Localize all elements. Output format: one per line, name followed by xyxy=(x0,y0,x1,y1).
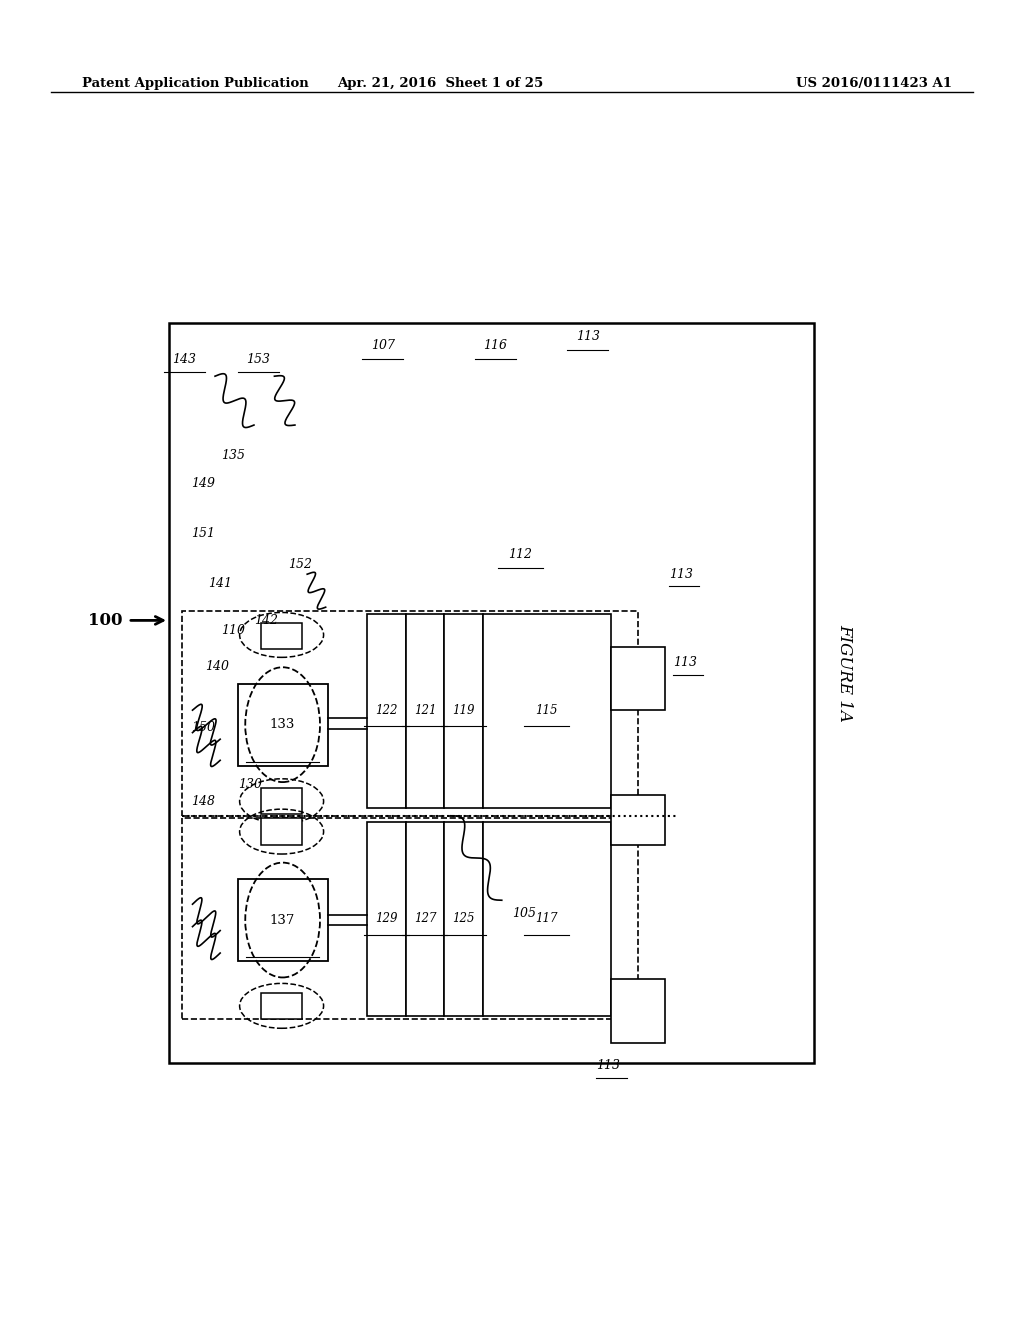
Text: 105: 105 xyxy=(512,907,536,920)
Bar xyxy=(611,979,665,1043)
Text: 140: 140 xyxy=(205,660,229,673)
Text: 152: 152 xyxy=(288,558,312,572)
Text: 116: 116 xyxy=(483,339,508,352)
Text: 151: 151 xyxy=(190,527,215,540)
Text: 137: 137 xyxy=(270,913,295,927)
Bar xyxy=(182,611,638,816)
Text: 153: 153 xyxy=(246,352,270,366)
Bar xyxy=(611,647,665,710)
Bar xyxy=(261,993,302,1019)
Text: 127: 127 xyxy=(414,912,436,925)
Text: 119: 119 xyxy=(453,704,475,717)
Text: 129: 129 xyxy=(375,912,397,925)
Text: 148: 148 xyxy=(190,795,215,808)
Text: 117: 117 xyxy=(536,912,558,925)
Bar xyxy=(169,323,814,1063)
Bar xyxy=(261,623,302,649)
Text: Patent Application Publication: Patent Application Publication xyxy=(82,77,308,90)
Bar xyxy=(483,614,611,808)
Text: 121: 121 xyxy=(414,704,436,717)
Text: 122: 122 xyxy=(375,704,397,717)
Text: 110: 110 xyxy=(221,624,246,638)
Bar xyxy=(261,788,302,814)
Text: 142: 142 xyxy=(254,614,279,627)
Text: 150: 150 xyxy=(190,721,215,734)
Text: 100: 100 xyxy=(88,612,123,628)
Text: 112: 112 xyxy=(508,548,532,561)
Text: 113: 113 xyxy=(673,656,696,669)
Bar xyxy=(444,614,483,808)
Text: 107: 107 xyxy=(371,339,395,352)
Text: FIGURE 1A: FIGURE 1A xyxy=(837,624,853,722)
Text: 115: 115 xyxy=(536,704,558,717)
Text: 141: 141 xyxy=(208,577,232,590)
Text: Apr. 21, 2016  Sheet 1 of 25: Apr. 21, 2016 Sheet 1 of 25 xyxy=(337,77,544,90)
Bar xyxy=(238,684,328,766)
Bar xyxy=(483,822,611,1016)
Bar xyxy=(261,818,302,845)
Bar xyxy=(238,879,328,961)
Text: 113: 113 xyxy=(575,330,600,343)
Bar xyxy=(182,818,638,1019)
Text: 130: 130 xyxy=(238,777,262,791)
Text: 149: 149 xyxy=(190,477,215,490)
Text: 125: 125 xyxy=(453,912,475,925)
Bar xyxy=(406,614,444,808)
Text: US 2016/0111423 A1: US 2016/0111423 A1 xyxy=(797,77,952,90)
Bar xyxy=(444,822,483,1016)
Text: 113: 113 xyxy=(669,568,692,581)
Text: 133: 133 xyxy=(270,718,295,731)
Text: 135: 135 xyxy=(221,449,246,462)
Bar xyxy=(367,822,406,1016)
Text: 143: 143 xyxy=(172,352,197,366)
Bar xyxy=(611,795,665,845)
Bar xyxy=(406,822,444,1016)
Bar xyxy=(367,614,406,808)
Text: 113: 113 xyxy=(596,1059,620,1072)
